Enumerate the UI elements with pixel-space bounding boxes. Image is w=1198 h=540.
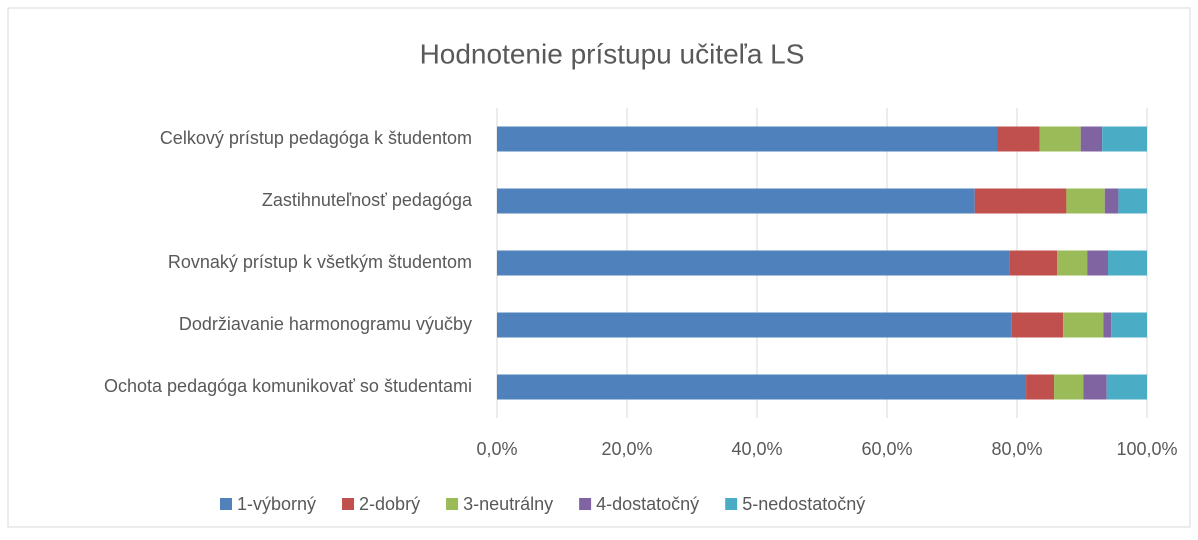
bar-segment [497, 374, 1027, 400]
bar-segment [1026, 374, 1055, 400]
legend-label: 5-nedostatočný [742, 494, 865, 514]
bar-segment [1102, 126, 1147, 152]
bar-segment [1108, 250, 1147, 276]
chart-title: Hodnotenie prístupu učiteľa LS [420, 38, 805, 69]
legend-label: 2-dobrý [359, 494, 420, 514]
bar-segment [1057, 250, 1088, 276]
x-tick-label: 20,0% [601, 439, 652, 459]
bar-segment [974, 188, 1067, 214]
bar-segment [1011, 312, 1064, 338]
y-tick-label: Celkový prístup pedagóga k študentom [160, 128, 472, 148]
bar-segment [497, 126, 998, 152]
x-tick-label: 60,0% [861, 439, 912, 459]
bar-segment [497, 188, 975, 214]
bar-segment [1111, 312, 1147, 338]
bar-segment [1080, 126, 1103, 152]
legend-label: 1-výborný [237, 494, 316, 514]
legend-swatch [446, 498, 459, 510]
legend-swatch [220, 498, 232, 510]
legend-swatch [342, 498, 355, 510]
bar-segment [1063, 312, 1104, 338]
x-tick-label: 0,0% [476, 439, 517, 459]
bar-segment [1103, 312, 1112, 338]
legend-swatch [579, 498, 592, 510]
x-tick-label: 80,0% [991, 439, 1042, 459]
x-tick-label: 100,0% [1116, 439, 1177, 459]
legend-swatch [725, 498, 738, 510]
bar-segment [997, 126, 1040, 152]
bar-segment [1106, 374, 1147, 400]
bar-segment [1039, 126, 1081, 152]
y-tick-label: Ochota pedagóga komunikovať so študentam… [104, 376, 472, 396]
bar-segment [1083, 374, 1107, 400]
y-tick-label: Zastihnuteľnosť pedagóga [262, 190, 473, 210]
legend-label: 4-dostatočný [596, 494, 699, 514]
bar-segment [1054, 374, 1084, 400]
y-tick-label: Rovnaký prístup k všetkým študentom [168, 252, 472, 272]
bar-segment [1104, 188, 1119, 214]
legend-label: 3-neutrálny [463, 494, 553, 514]
y-tick-label: Dodržiavanie harmonogramu výučby [179, 314, 472, 334]
bar-segment [1009, 250, 1058, 276]
bar-segment [1118, 188, 1147, 214]
x-tick-label: 40,0% [731, 439, 782, 459]
bar-segment [497, 250, 1010, 276]
bar-segment [1066, 188, 1105, 214]
bar-segment [1087, 250, 1108, 276]
bar-segment [497, 312, 1012, 338]
